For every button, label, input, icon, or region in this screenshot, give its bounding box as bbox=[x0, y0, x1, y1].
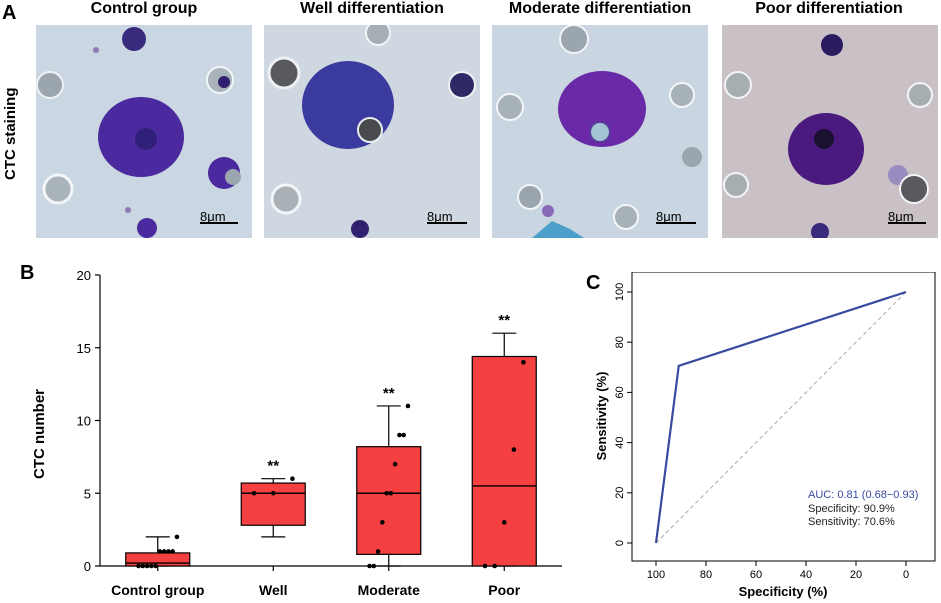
micrograph-poor: 8μm bbox=[722, 25, 938, 238]
b-x-tick-label: Control group bbox=[111, 582, 204, 598]
col-title-control: Control group bbox=[90, 0, 198, 17]
c-x-tick-label: 40 bbox=[800, 569, 812, 581]
c-axes: 0 20 40 60 80 100 100 80 60 40 20 0 bbox=[614, 272, 936, 581]
b-box bbox=[125, 552, 191, 567]
micrograph-well: 8μm bbox=[264, 25, 480, 238]
micrograph-moderate-image bbox=[496, 25, 702, 238]
panel-b-letter: B bbox=[20, 262, 35, 284]
micrograph-control-image bbox=[36, 27, 241, 238]
b-marks: ** ** ** bbox=[125, 312, 537, 569]
col-title-moderate: Moderate differentiation bbox=[508, 0, 692, 17]
b-x-tick-label: Moderate bbox=[358, 582, 420, 598]
c-marks bbox=[654, 290, 907, 544]
scale-label-poor: 8μm bbox=[888, 209, 914, 224]
b-data-point bbox=[144, 563, 150, 569]
scale-label-moderate: 8μm bbox=[656, 209, 682, 224]
c-x-tick-label: 20 bbox=[850, 569, 862, 581]
b-data-point bbox=[521, 360, 526, 365]
b-data-point bbox=[392, 461, 398, 467]
b-y-tick-label: 0 bbox=[84, 559, 91, 574]
c-x-tick-label: 100 bbox=[647, 569, 665, 581]
b-box bbox=[471, 355, 537, 567]
b-data-point bbox=[405, 403, 411, 409]
scale-bar-control: 8μm bbox=[200, 209, 238, 224]
b-data-point bbox=[153, 563, 158, 569]
b-data-point bbox=[482, 563, 488, 569]
b-data-point bbox=[157, 549, 163, 554]
c-y-tick-label: 60 bbox=[614, 386, 626, 398]
scale-line-poor bbox=[888, 222, 926, 224]
b-data-point bbox=[511, 447, 517, 452]
b-significance-label: ** bbox=[267, 458, 279, 475]
c-y-tick-label: 100 bbox=[614, 283, 626, 301]
scale-bar-poor: 8μm bbox=[888, 209, 926, 224]
micrograph-control: 8μm bbox=[36, 25, 252, 238]
scale-bar-well: 8μm bbox=[427, 209, 467, 224]
col-title-poor: Poor differentiation bbox=[755, 0, 903, 17]
c-x-tick-label: 60 bbox=[750, 569, 762, 581]
b-data-point bbox=[174, 534, 180, 540]
micrograph-moderate: 8μm bbox=[492, 25, 708, 238]
col-title-well: Well differentiation bbox=[300, 0, 444, 17]
b-data-point bbox=[501, 520, 507, 525]
c-diagonal-reference-line bbox=[655, 291, 907, 544]
b-data-point bbox=[380, 520, 385, 525]
scale-line-moderate bbox=[656, 222, 696, 224]
scale-label-well: 8μm bbox=[427, 209, 453, 224]
b-data-point bbox=[371, 563, 377, 569]
c-y-tick-label: 80 bbox=[614, 336, 626, 348]
b-data-point bbox=[375, 549, 381, 554]
panel-c-letter: C bbox=[586, 272, 601, 294]
b-data-point bbox=[290, 476, 295, 481]
b-data-point bbox=[367, 563, 372, 569]
b-y-tick-label: 10 bbox=[77, 414, 91, 429]
b-box bbox=[240, 482, 306, 526]
ctc-staining-label: CTC staining bbox=[2, 87, 19, 181]
b-data-point bbox=[140, 563, 146, 569]
scale-line-control bbox=[200, 222, 238, 224]
b-significance-label: ** bbox=[498, 312, 510, 329]
b-data-point bbox=[270, 490, 276, 496]
b-data-point bbox=[170, 549, 175, 554]
panel-a-letter: A bbox=[2, 2, 17, 24]
b-y-tick-label: 20 bbox=[77, 268, 91, 283]
c-x-tick-label: 80 bbox=[700, 569, 712, 581]
roc-chart: Sensitivity (%) Specificity (%) 0 20 40 60 8… bbox=[594, 272, 936, 599]
b-y-axis-label: CTC number bbox=[31, 389, 48, 479]
b-x-tick-label: Poor bbox=[488, 582, 520, 598]
box-plot-chart: CTC number 0 5 10 15 20 Control group Well Mode… bbox=[31, 268, 562, 598]
b-data-point bbox=[492, 563, 497, 569]
b-data-point bbox=[384, 490, 389, 496]
b-x-tick-label: Well bbox=[259, 582, 288, 598]
b-data-point bbox=[397, 432, 402, 438]
c-plot-frame bbox=[631, 272, 936, 562]
c-y-tick-label: 0 bbox=[614, 540, 626, 546]
b-data-point bbox=[388, 490, 394, 496]
b-data-point bbox=[136, 563, 141, 569]
b-data-point bbox=[149, 563, 154, 569]
b-box bbox=[356, 446, 422, 555]
sensitivity-annotation: Sensitivity: 70.6% bbox=[808, 516, 895, 528]
micrograph-well-image bbox=[267, 25, 476, 238]
micrograph-poor-image bbox=[723, 34, 933, 238]
scale-label-control: 8μm bbox=[200, 209, 226, 224]
specificity-annotation: Specificity: 90.9% bbox=[808, 503, 895, 515]
c-y-axis-label: Sensitivity (%) bbox=[594, 372, 609, 461]
b-data-point bbox=[166, 549, 171, 554]
c-roc-curve bbox=[654, 290, 907, 544]
auc-annotation: AUC: 0.81 (0.68−0.93) bbox=[808, 489, 918, 501]
b-y-tick-label: 15 bbox=[77, 341, 91, 356]
b-data-point bbox=[251, 490, 257, 496]
b-significance-label: ** bbox=[383, 385, 395, 402]
c-y-tick-label: 20 bbox=[614, 487, 626, 499]
c-x-tick-label: 0 bbox=[903, 569, 909, 581]
b-y-tick-label: 5 bbox=[84, 486, 91, 501]
b-data-point bbox=[161, 549, 167, 554]
c-y-tick-label: 40 bbox=[614, 436, 626, 448]
scale-line-well bbox=[427, 222, 467, 224]
scale-bar-moderate: 8μm bbox=[656, 209, 696, 224]
b-data-point bbox=[401, 432, 406, 438]
c-x-axis-label: Specificity (%) bbox=[739, 584, 828, 599]
